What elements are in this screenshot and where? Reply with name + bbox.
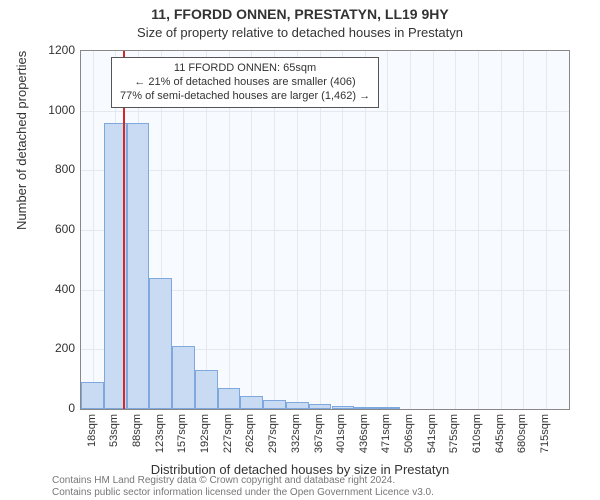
histogram-bar — [81, 382, 104, 409]
x-tick-label: 297sqm — [267, 414, 279, 453]
histogram-bar — [309, 404, 332, 409]
plot-area: 11 FFORDD ONNEN: 65sqm ← 21% of detached… — [80, 50, 570, 410]
x-tick-label: 401sqm — [335, 414, 347, 453]
histogram-bar — [263, 400, 286, 409]
x-tick-label: 680sqm — [516, 414, 528, 453]
y-tick-label: 1000 — [30, 103, 75, 117]
annotation-line-1: 11 FFORDD ONNEN: 65sqm — [120, 62, 370, 76]
page-title: 11, FFORDD ONNEN, PRESTATYN, LL19 9HY — [0, 0, 600, 23]
histogram-bar — [218, 388, 241, 409]
x-tick-label: 367sqm — [313, 414, 325, 453]
x-tick-label: 88sqm — [131, 414, 143, 447]
x-tick-label: 192sqm — [199, 414, 211, 453]
footer-attribution: Contains HM Land Registry data © Crown c… — [52, 475, 434, 498]
gridline-v — [93, 51, 94, 409]
gridline-v — [523, 51, 524, 409]
histogram-bar — [149, 278, 172, 409]
x-tick-label: 471sqm — [380, 414, 392, 453]
chart-container: 11, FFORDD ONNEN, PRESTATYN, LL19 9HY Si… — [0, 0, 600, 500]
x-tick-label: 575sqm — [448, 414, 460, 453]
gridline-h — [81, 111, 569, 112]
x-tick-label: 645sqm — [494, 414, 506, 453]
gridline-h — [81, 170, 569, 171]
gridline-v — [478, 51, 479, 409]
histogram-bar — [286, 402, 309, 409]
x-tick-label: 610sqm — [471, 414, 483, 453]
histogram-bar — [377, 407, 400, 409]
x-tick-label: 227sqm — [222, 414, 234, 453]
x-tick-label: 262sqm — [244, 414, 256, 453]
chart-subtitle: Size of property relative to detached ho… — [0, 23, 600, 41]
histogram-bar — [354, 407, 377, 409]
histogram-bar — [195, 370, 218, 409]
histogram-bar — [240, 396, 263, 409]
x-tick-label: 18sqm — [86, 414, 98, 447]
annotation-line-3: 77% of semi-detached houses are larger (… — [120, 90, 370, 104]
gridline-v — [501, 51, 502, 409]
annotation-box: 11 FFORDD ONNEN: 65sqm ← 21% of detached… — [111, 57, 379, 108]
x-tick-label: 157sqm — [176, 414, 188, 453]
y-tick-label: 400 — [30, 282, 75, 296]
x-tick-label: 506sqm — [403, 414, 415, 453]
gridline-v — [410, 51, 411, 409]
x-tick-label: 541sqm — [426, 414, 438, 453]
x-tick-label: 53sqm — [108, 414, 120, 447]
y-tick-label: 0 — [30, 401, 75, 415]
y-axis-label: Number of detached properties — [14, 51, 29, 230]
y-tick-label: 600 — [30, 222, 75, 236]
x-tick-label: 715sqm — [539, 414, 551, 453]
gridline-h — [81, 230, 569, 231]
gridline-v — [546, 51, 547, 409]
footer-line-2: Contains public sector information licen… — [52, 487, 434, 499]
x-tick-label: 436sqm — [358, 414, 370, 453]
histogram-bar — [127, 123, 150, 409]
annotation-line-2: ← 21% of detached houses are smaller (40… — [120, 76, 370, 90]
y-tick-label: 800 — [30, 162, 75, 176]
y-tick-label: 200 — [30, 341, 75, 355]
x-tick-label: 123sqm — [154, 414, 166, 453]
gridline-v — [455, 51, 456, 409]
y-tick-label: 1200 — [30, 43, 75, 57]
footer-line-1: Contains HM Land Registry data © Crown c… — [52, 475, 434, 487]
gridline-v — [433, 51, 434, 409]
gridline-v — [387, 51, 388, 409]
histogram-bar — [172, 346, 195, 409]
histogram-bar — [332, 406, 355, 409]
x-tick-label: 332sqm — [290, 414, 302, 453]
